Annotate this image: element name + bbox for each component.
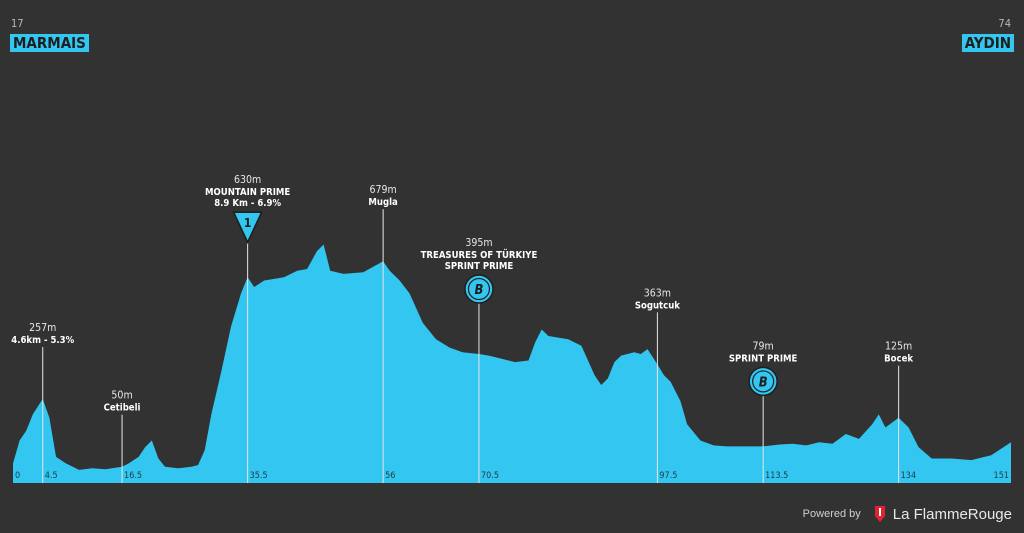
elevation-label: 363m xyxy=(644,287,671,299)
x-tick-label: 0 xyxy=(15,471,20,481)
footer: Powered by La FlammeRouge xyxy=(803,505,1012,523)
annotation-label: 8.9 Km - 6.9% xyxy=(214,198,281,209)
elevation-label: 50m xyxy=(111,390,132,402)
elevation-label: 79m xyxy=(753,340,774,352)
x-tick-label: 97.5 xyxy=(659,471,677,481)
x-tick-label: 151 xyxy=(994,471,1009,481)
start-city-label: MARMAIS xyxy=(10,34,89,52)
sprint-prime-icon xyxy=(748,366,778,397)
x-tick-label: 35.5 xyxy=(250,471,268,481)
powered-by-label: Powered by xyxy=(802,508,861,520)
sprint-prime-letter: B xyxy=(759,375,768,390)
end-city-label: AYDIN xyxy=(961,34,1014,52)
sprint-prime-ring xyxy=(467,277,491,301)
elevation-label: 125m xyxy=(885,341,912,353)
annotation-label: SPRINT PRIME xyxy=(729,353,798,364)
annotation-label: Sogutcuk xyxy=(635,300,680,311)
sprint-prime-letter: B xyxy=(474,283,483,298)
elevation-label: 679m xyxy=(370,184,397,196)
x-tick-label: 70.5 xyxy=(481,471,499,481)
mountain-prime-icon xyxy=(232,211,263,244)
profile-area xyxy=(13,244,1011,483)
annotation-label: Bocek xyxy=(884,354,913,365)
sprint-prime-ring xyxy=(752,370,775,393)
annotation-label: TREASURES OF TÜRKIYE xyxy=(421,250,538,261)
x-tick-label: 4.5 xyxy=(45,471,58,481)
elevation-label: 630m xyxy=(234,174,261,186)
elevation-label: 395m xyxy=(465,237,492,249)
elevation-label: 257m xyxy=(29,322,56,334)
annotation-label: MOUNTAIN PRIME xyxy=(205,187,290,198)
x-tick-label: 16.5 xyxy=(124,471,142,481)
brand-label: La FlammeRouge xyxy=(892,505,1012,523)
annotation-label: 4.6km - 5.3% xyxy=(11,335,74,346)
flamme-rouge-logo-icon xyxy=(874,506,885,522)
end-km-label: 74 xyxy=(998,17,1011,30)
mountain-prime-category: 1 xyxy=(244,216,252,230)
annotation-label: Cetibeli xyxy=(104,403,141,414)
start-km-label: 17 xyxy=(11,17,24,30)
annotation-label: Mugla xyxy=(368,197,398,208)
sprint-prime-icon xyxy=(464,274,494,304)
annotation-label: SPRINT PRIME xyxy=(445,261,514,272)
x-tick-label: 113.5 xyxy=(765,471,788,481)
x-tick-label: 56 xyxy=(385,471,395,481)
x-tick-label: 134 xyxy=(901,471,916,481)
